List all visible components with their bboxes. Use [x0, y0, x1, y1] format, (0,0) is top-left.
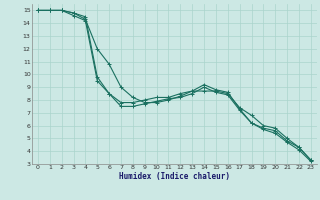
X-axis label: Humidex (Indice chaleur): Humidex (Indice chaleur): [119, 172, 230, 181]
